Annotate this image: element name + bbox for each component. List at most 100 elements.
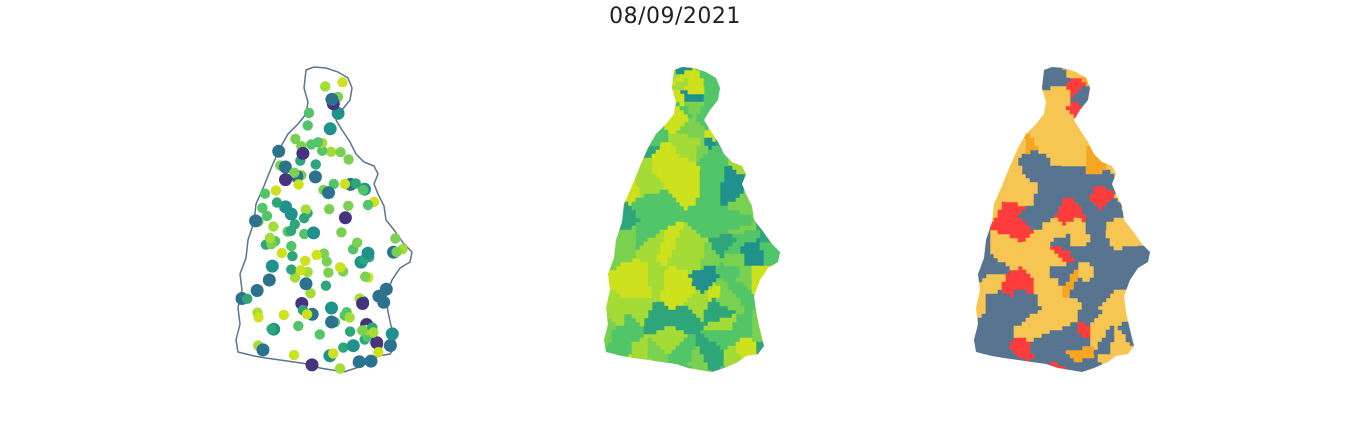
municipality-area [1001,125,1027,159]
municipality-point [299,228,310,240]
municipality-area [604,205,609,259]
municipality-point [307,226,321,240]
municipality-area [1137,357,1150,372]
municipality-point [262,273,276,287]
municipality-point [261,210,273,222]
municipality-area [1145,329,1150,343]
municipality-area [771,189,780,227]
municipality-point [390,233,401,244]
municipality-point [323,267,334,278]
municipality-area [974,121,1003,163]
municipality-area [623,297,657,327]
municipality-point [356,297,370,310]
municipality-point [310,159,321,170]
municipality-area [619,89,637,127]
municipality-area [759,101,780,131]
municipality-point [338,211,352,225]
municipality-area [1033,181,1067,223]
municipality-area [1117,345,1143,372]
municipality-point [264,232,276,244]
municipality-area [989,217,1035,243]
municipality-area [779,317,780,335]
municipality-area [751,265,777,299]
municipality-point [303,107,315,119]
municipality-area [1125,117,1150,131]
municipality-area [779,225,780,267]
municipality-area [775,101,780,159]
municipality-area [974,221,991,267]
municipality-point [362,199,374,211]
municipality-area [1117,67,1147,83]
municipality-point [322,186,335,200]
municipality-polygons [604,67,780,372]
municipality-point [337,77,348,88]
municipality-area [974,67,999,99]
municipality-area [775,265,780,303]
municipality-point [331,106,345,120]
municipality-area [667,305,705,335]
municipality-area [755,341,780,367]
municipality-point [276,247,287,259]
municipality-area [751,193,773,215]
municipality-area [1117,117,1131,135]
municipality-point [350,178,361,189]
municipality-point [278,309,289,321]
municipality-point [296,146,310,160]
municipality-point [325,92,339,106]
municipality-point [358,184,369,196]
municipality-point [328,348,339,359]
municipality-area [755,209,780,235]
municipality-point [288,349,300,361]
municipality-point [320,81,331,92]
municipality-area [1145,89,1150,119]
municipality-area [763,67,780,87]
municipality-point [344,312,355,323]
municipality-point [257,202,268,214]
municipality-point [289,272,301,283]
municipality-point [320,280,332,291]
map-continuous-choropleth-panel [604,67,780,372]
municipality-point [270,185,282,196]
municipality-area [1121,73,1150,99]
municipality-area [719,253,745,267]
municipality-area [1033,67,1071,91]
municipality-area [1049,233,1071,251]
municipality-area [1029,329,1055,355]
municipality-point [259,188,271,199]
municipality-area [695,169,725,203]
municipality-area [1121,125,1143,143]
municipality-point [343,154,354,165]
municipality-area [1033,277,1063,307]
municipality-point [352,355,366,369]
municipality-area [611,157,629,191]
municipality-point [271,197,283,208]
municipality-area [731,85,765,123]
municipality-area [604,113,629,135]
figure-title: 08/09/2021 [609,4,741,29]
municipality-area [659,265,693,303]
municipality-point [317,145,328,156]
municipality-point [268,221,279,232]
municipality-area [647,261,669,303]
municipality-area [1141,117,1150,147]
municipality-area [1097,69,1127,103]
municipality-area [1061,145,1087,167]
municipality-point [311,249,322,261]
municipality-point [300,204,311,215]
municipality-area [1029,365,1059,372]
municipality-area [747,173,777,195]
municipality-area [735,67,765,91]
municipality-point [339,178,351,190]
municipality-point [373,347,384,358]
municipality-area [1049,137,1087,167]
municipality-area [1113,141,1147,175]
municipality-point [312,137,324,148]
municipality-area [755,285,780,315]
municipality-area [1145,67,1150,91]
municipality-area [1141,309,1150,331]
municipality-area [604,277,629,327]
municipality-point [357,325,368,336]
municipality-point [302,120,313,131]
municipality-area [763,361,780,372]
municipality-point [284,207,298,221]
